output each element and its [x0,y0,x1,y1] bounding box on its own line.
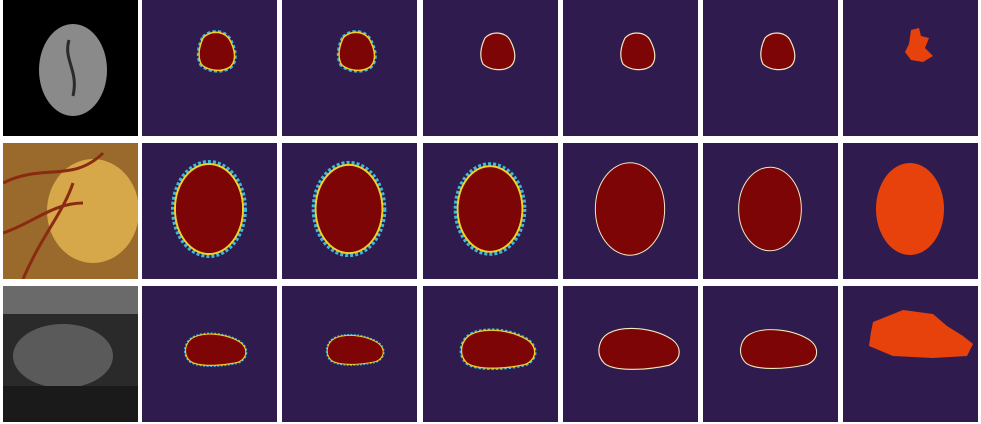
prediction-mask [760,32,796,71]
prediction-map-3 [423,0,558,136]
input-image [3,0,138,136]
prediction-map-5 [703,0,838,136]
prediction-mask [311,160,387,258]
optic-disc [47,159,138,263]
prediction-mask [620,32,656,71]
prediction-map-3 [423,143,558,279]
prediction-map-4 [563,0,698,136]
prediction-mask [184,332,248,367]
ground-truth-mask [843,286,978,422]
prediction-map-5 [703,286,838,422]
input-image [3,286,138,422]
skin-layer [3,286,138,314]
ground-truth-region [876,163,944,255]
prediction-mask [171,160,247,258]
ground-truth-region [869,310,973,358]
prediction-map-2 [282,143,417,279]
prediction-map-4 [563,143,698,279]
prediction-mask [453,162,527,256]
ground-truth-region [905,28,933,62]
prediction-mask [336,30,377,73]
prediction-mask [740,329,818,369]
input-image [3,143,138,279]
prediction-map-4 [563,286,698,422]
prediction-mask [459,328,537,371]
prediction-map-2 [282,0,417,136]
ground-truth-mask [843,0,978,136]
prediction-mask [598,327,680,370]
prediction-mask [480,32,516,71]
prediction-map-1 [142,286,277,422]
prediction-mask [738,166,802,252]
prediction-mask [325,333,385,366]
prediction-map-2 [282,286,417,422]
prediction-map-1 [142,143,277,279]
prediction-map-3 [423,286,558,422]
prediction-map-1 [142,0,277,136]
ground-truth-mask [843,143,978,279]
prediction-mask [594,162,666,256]
prediction-map-5 [703,143,838,279]
prediction-mask [196,30,237,73]
